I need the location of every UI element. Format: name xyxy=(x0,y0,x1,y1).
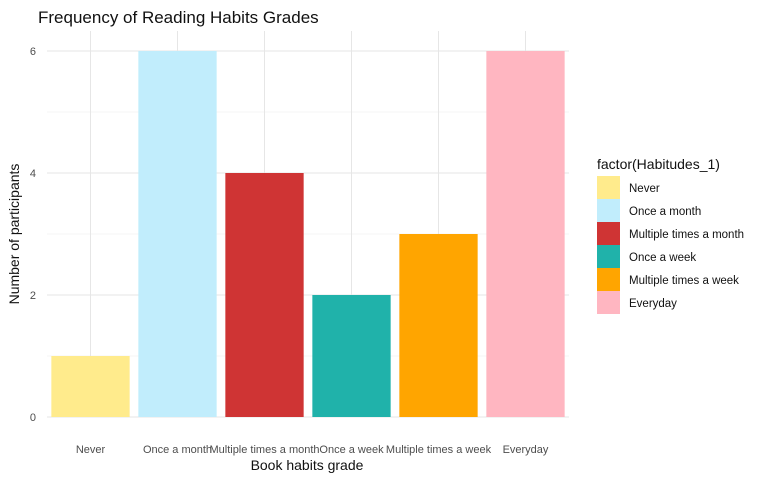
legend-label: Never xyxy=(629,183,660,195)
bar-once-a-week xyxy=(312,295,391,417)
bar-multiple-times-a-month xyxy=(225,173,304,417)
x-tick-label: Never xyxy=(76,444,106,456)
bar-never xyxy=(51,356,130,417)
y-tick-label: 4 xyxy=(30,168,36,180)
legend-label: Everyday xyxy=(629,298,677,310)
y-axis-title: Number of participants xyxy=(6,164,22,305)
bar-once-a-month xyxy=(138,51,217,417)
y-tick-label: 0 xyxy=(30,412,36,424)
legend-key xyxy=(597,245,620,268)
bar-multiple-times-a-week xyxy=(399,234,478,417)
legend-label: Multiple times a month xyxy=(629,229,744,241)
chart-title: Frequency of Reading Habits Grades xyxy=(38,8,319,27)
legend-label: Once a week xyxy=(629,252,696,264)
legend-key xyxy=(597,268,620,291)
legend-key xyxy=(597,222,620,245)
bar-everyday xyxy=(486,51,565,417)
legend-key xyxy=(597,199,620,222)
x-axis-title: Book habits grade xyxy=(251,457,364,473)
y-tick-label: 2 xyxy=(30,290,36,302)
x-tick-label: Once a week xyxy=(319,444,384,456)
legend-key xyxy=(597,291,620,314)
x-tick-label: Multiple times a month xyxy=(209,444,319,456)
legend-label: Multiple times a week xyxy=(629,275,739,287)
legend-label: Once a month xyxy=(629,206,701,218)
y-tick-label: 6 xyxy=(30,46,36,58)
x-tick-label: Everyday xyxy=(503,444,549,456)
legend-title: factor(Habitudes_1) xyxy=(597,156,720,172)
legend: factor(Habitudes_1) Never Once a month Mul… xyxy=(597,156,744,314)
x-tick-label: Once a month xyxy=(143,444,212,456)
x-tick-label: Multiple times a week xyxy=(386,444,492,456)
legend-key xyxy=(597,176,620,199)
